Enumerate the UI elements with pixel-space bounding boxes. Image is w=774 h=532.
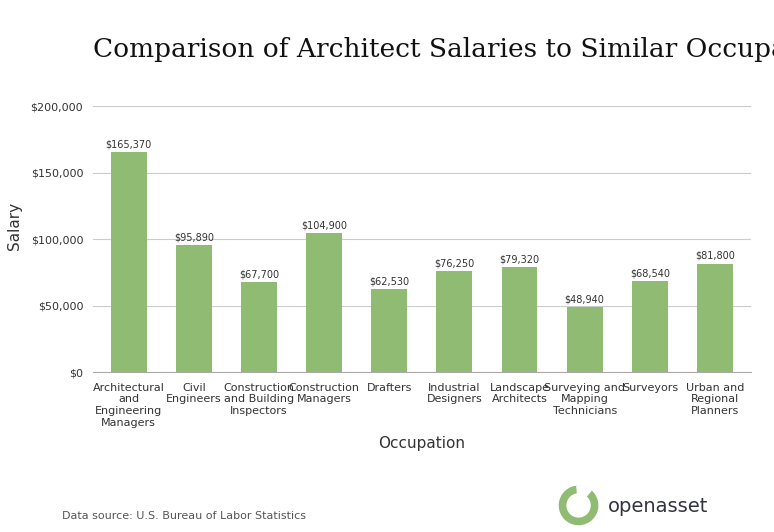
Circle shape — [560, 486, 598, 525]
Circle shape — [567, 494, 590, 517]
Bar — [111, 153, 146, 372]
Text: Data source: U.S. Bureau of Labor Statistics: Data source: U.S. Bureau of Labor Statis… — [62, 511, 306, 521]
Bar — [176, 245, 212, 372]
Text: $165,370: $165,370 — [105, 140, 152, 150]
Text: $62,530: $62,530 — [369, 277, 409, 287]
Text: $104,900: $104,900 — [301, 220, 347, 230]
Text: $79,320: $79,320 — [499, 254, 539, 264]
Text: $48,940: $48,940 — [565, 295, 604, 305]
Bar — [697, 264, 733, 372]
Text: $67,700: $67,700 — [239, 270, 279, 280]
Bar — [567, 307, 603, 372]
Text: $68,540: $68,540 — [630, 269, 670, 279]
Text: openasset: openasset — [608, 497, 709, 516]
Bar — [241, 282, 277, 372]
Text: $95,890: $95,890 — [174, 232, 214, 242]
Wedge shape — [577, 486, 591, 497]
Bar — [372, 289, 407, 372]
Bar — [437, 271, 472, 372]
Bar — [307, 233, 342, 372]
Bar — [502, 267, 537, 372]
Text: $76,250: $76,250 — [434, 259, 474, 268]
Text: $81,800: $81,800 — [695, 251, 735, 261]
Bar — [632, 281, 668, 372]
Text: Comparison of Architect Salaries to Similar Occupations: Comparison of Architect Salaries to Simi… — [93, 37, 774, 62]
Y-axis label: Salary: Salary — [7, 202, 22, 250]
X-axis label: Occupation: Occupation — [378, 436, 465, 451]
